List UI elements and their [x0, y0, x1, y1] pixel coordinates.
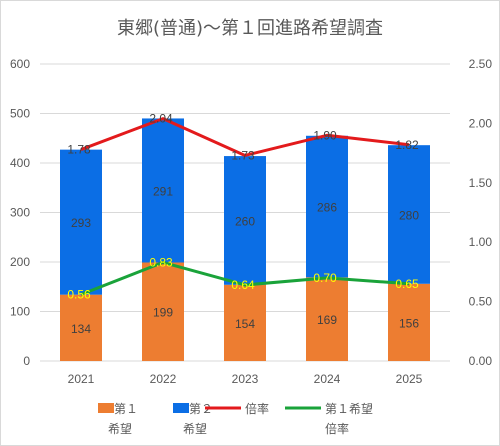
- bar-value-label: 169: [317, 313, 337, 327]
- line-value-label: 2.04: [149, 112, 173, 126]
- bar-value-label: 280: [399, 208, 419, 222]
- line-value-label: 0.56: [67, 287, 91, 301]
- bar: [60, 149, 102, 295]
- series-line: [80, 260, 410, 296]
- y-right-tick-label: 0.50: [469, 295, 493, 309]
- legend-label: 第１希望: [325, 401, 373, 416]
- legend-label-line2: 希望: [183, 421, 207, 436]
- bar: [142, 262, 184, 361]
- bar-value-label: 291: [153, 184, 173, 198]
- legend-item: 第２ 希望: [173, 402, 213, 436]
- bar: [306, 277, 348, 361]
- legend-label: 第１: [114, 402, 138, 416]
- y-right-tick-label: 0.00: [469, 354, 493, 368]
- legend-label-line2: 倍率: [325, 421, 349, 436]
- legend-label: 第２: [189, 402, 213, 416]
- bar-value-label: 134: [71, 322, 91, 336]
- chart-title: 東郷(普通)〜第１回進路希望調査: [117, 18, 383, 39]
- line-value-label: 1.90: [313, 128, 337, 142]
- line-value-label: 1.78: [67, 143, 91, 157]
- x-tick-label: 2025: [396, 372, 423, 386]
- data-labels: 134 199 154 169 156 293 291 260 286 280 1.78 2.04 1.…: [67, 112, 419, 336]
- y-right-tick-label: 2.00: [469, 116, 493, 130]
- legend-label-line2: 希望: [108, 421, 132, 436]
- series-line: [80, 117, 410, 157]
- y-left-tick-label: 200: [10, 255, 30, 269]
- line-value-label: 0.64: [231, 278, 255, 292]
- bar-value-label: 286: [317, 201, 337, 215]
- y-right-tick-label: 1.00: [469, 235, 493, 249]
- y-left-tick-label: 0: [23, 354, 30, 368]
- bar-value-label: 293: [71, 216, 91, 230]
- lines: [80, 117, 410, 296]
- y-left-tick-label: 400: [10, 156, 30, 170]
- y-right-tick-label: 1.50: [469, 176, 493, 190]
- line-value-label: 0.65: [395, 277, 419, 291]
- y-left-tick-label: 500: [10, 107, 30, 121]
- x-tick-label: 2021: [68, 372, 95, 386]
- line-value-label: 1.73: [231, 148, 255, 162]
- y-left-tick-label: 100: [10, 305, 30, 319]
- bar: [224, 284, 266, 361]
- line-value-label: 0.83: [149, 255, 173, 269]
- axes: 0 100 200 300 400 500 600 0.00 0.50 1.00 1.50 2.00 2…: [10, 57, 492, 386]
- bar: [306, 135, 348, 278]
- y-left-tick-label: 300: [10, 206, 30, 220]
- bar-value-label: 154: [235, 317, 255, 331]
- legend-swatch: [173, 403, 189, 413]
- bar: [388, 283, 430, 361]
- bar: [142, 118, 184, 263]
- bar-value-label: 199: [153, 306, 173, 320]
- legend-item: 倍率: [205, 401, 269, 416]
- line-value-label: 1.82: [395, 138, 419, 152]
- x-tick-label: 2024: [314, 372, 341, 386]
- legend-swatch: [98, 403, 114, 413]
- bar: [60, 294, 102, 361]
- x-tick-label: 2023: [232, 372, 259, 386]
- bars: [60, 118, 430, 361]
- y-right-tick-label: 2.50: [469, 57, 493, 71]
- bar: [388, 145, 430, 284]
- bar-value-label: 156: [399, 316, 419, 330]
- y-left-tick-label: 600: [10, 57, 30, 71]
- bar-value-label: 260: [235, 214, 255, 228]
- legend-label: 倍率: [245, 401, 269, 416]
- legend-item: 第１ 希望: [98, 402, 138, 436]
- line-value-label: 0.70: [313, 271, 337, 285]
- bar: [224, 156, 266, 285]
- x-tick-label: 2022: [150, 372, 177, 386]
